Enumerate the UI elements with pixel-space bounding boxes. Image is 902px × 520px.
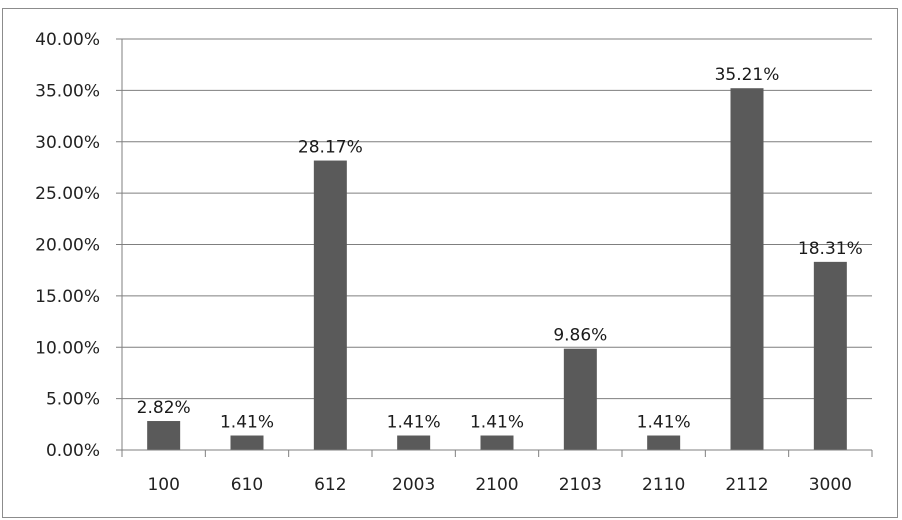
y-tick-label: 0.00% xyxy=(46,441,100,461)
bar-2110 xyxy=(647,435,681,450)
data-label: 2.82% xyxy=(137,398,191,418)
data-label: 35.21% xyxy=(715,65,780,85)
y-tick-label: 15.00% xyxy=(35,287,100,307)
data-label: 18.31% xyxy=(798,239,863,259)
y-tick-label: 25.00% xyxy=(35,184,100,204)
bar-3000 xyxy=(813,261,847,450)
x-tick-label: 3000 xyxy=(809,475,852,495)
y-tick-label: 20.00% xyxy=(35,236,100,256)
y-tick-label: 40.00% xyxy=(35,30,100,50)
bar-612 xyxy=(313,160,347,450)
y-tick-label: 35.00% xyxy=(35,81,100,101)
x-tick-label: 100 xyxy=(147,475,179,495)
x-tick-label: 2103 xyxy=(559,475,602,495)
bar-100 xyxy=(147,421,181,450)
x-tick-label: 2112 xyxy=(725,475,768,495)
x-tick-label: 2100 xyxy=(475,475,518,495)
data-label: 1.41% xyxy=(637,413,691,433)
x-tick-label: 612 xyxy=(314,475,346,495)
bar-2103 xyxy=(563,348,597,450)
y-tick-label: 5.00% xyxy=(46,390,100,410)
y-tick-label: 30.00% xyxy=(35,133,100,153)
bar-2100 xyxy=(480,435,514,450)
x-tick-label: 2003 xyxy=(392,475,435,495)
data-label: 28.17% xyxy=(298,138,363,158)
y-tick-label: 10.00% xyxy=(35,338,100,358)
data-label: 1.41% xyxy=(387,413,441,433)
bar-2112 xyxy=(730,88,764,450)
bar-2003 xyxy=(397,435,431,450)
data-label: 1.41% xyxy=(470,413,524,433)
bar-610 xyxy=(230,435,264,450)
x-tick-label: 610 xyxy=(231,475,263,495)
x-tick-label: 2110 xyxy=(642,475,685,495)
data-label: 1.41% xyxy=(220,413,274,433)
data-label: 9.86% xyxy=(553,326,607,346)
